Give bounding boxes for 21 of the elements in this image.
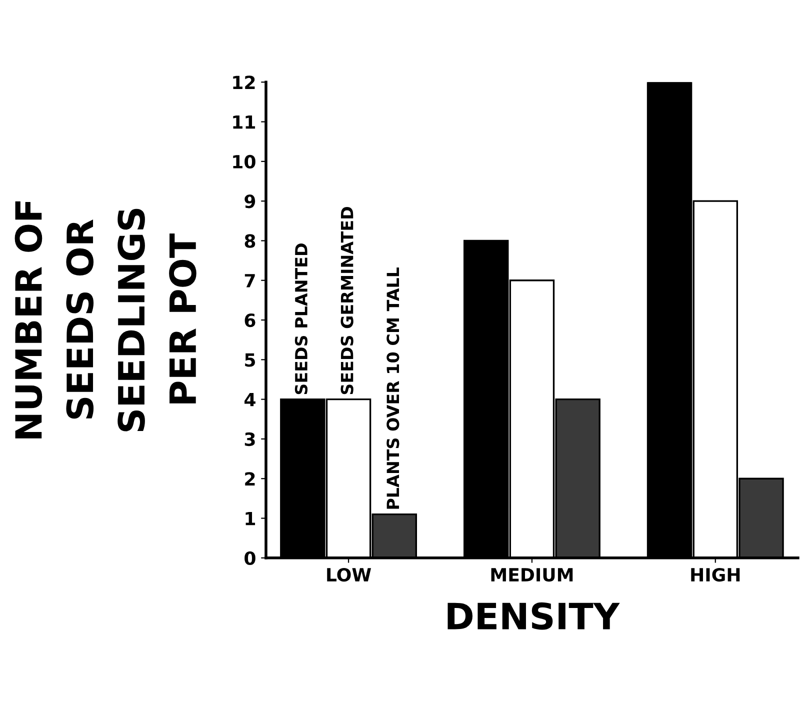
y-axis-title: NUMBER OF SEEDS OR SEEDLINGS PER POT: [14, 201, 196, 438]
y-tick-label: 7: [244, 274, 255, 288]
text: PLANTS OVER 10 CM TALL: [386, 267, 400, 509]
y-tick-label: 11: [233, 115, 256, 129]
x-tick-label: MEDIUM: [491, 568, 573, 582]
text: SEEDS PLANTED: [294, 244, 308, 394]
x-tick-label: LOW: [327, 568, 372, 582]
y-tick-label: 2: [245, 472, 255, 486]
x-axis-title: DENSITY: [448, 602, 620, 630]
y-tick-label: 12: [233, 76, 255, 89]
y-tick-label: 6: [244, 313, 256, 328]
y-tick-label: 0: [244, 551, 256, 566]
text: SEEDS GERMINATED: [340, 206, 354, 394]
x-tick-label: HIGH: [691, 568, 740, 582]
y-tick-label: 8: [244, 234, 256, 248]
y-tick-label: 10: [233, 154, 256, 169]
y-tick-label: 5: [245, 353, 255, 367]
y-tick-label: 4: [244, 393, 256, 406]
y-tick-label: 9: [244, 194, 256, 208]
y-tick-label: 3: [244, 432, 255, 446]
y-tick-label: 1: [246, 512, 256, 526]
